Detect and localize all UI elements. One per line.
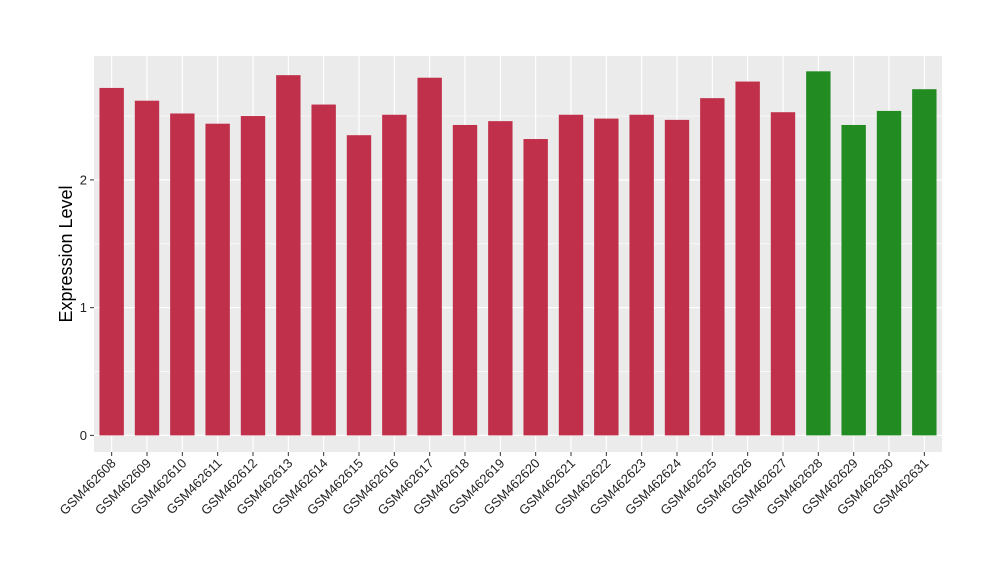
bar	[205, 123, 230, 436]
bar	[452, 124, 478, 436]
bar	[735, 81, 760, 436]
bar	[311, 104, 336, 436]
bar	[806, 71, 831, 436]
bar	[770, 112, 796, 436]
bar	[488, 121, 513, 436]
minor-gridlines	[94, 115, 942, 372]
bar	[700, 98, 725, 436]
bar	[912, 89, 937, 436]
bar	[134, 100, 160, 436]
x-axis: GSM462608GSM462609GSM462610GSM462611GSM4…	[57, 452, 931, 518]
bar	[99, 87, 124, 436]
y-axis-title: Expression Level	[56, 185, 76, 322]
bar	[170, 113, 195, 436]
bar	[629, 114, 654, 436]
bar	[240, 116, 266, 436]
bar	[876, 110, 902, 436]
bar	[276, 75, 301, 436]
bar	[523, 139, 548, 436]
bars	[99, 71, 937, 436]
bar	[664, 119, 690, 436]
y-tick-label: 0	[80, 428, 87, 443]
y-tick-label: 1	[80, 300, 87, 315]
plot-panel	[94, 56, 942, 452]
bar	[594, 118, 619, 436]
bar	[417, 77, 442, 436]
y-axis: 0 1 2	[80, 172, 94, 443]
bar	[558, 114, 584, 436]
y-tick-label: 2	[80, 172, 87, 187]
bar	[346, 135, 372, 436]
bar	[841, 124, 866, 436]
bar	[382, 114, 407, 436]
